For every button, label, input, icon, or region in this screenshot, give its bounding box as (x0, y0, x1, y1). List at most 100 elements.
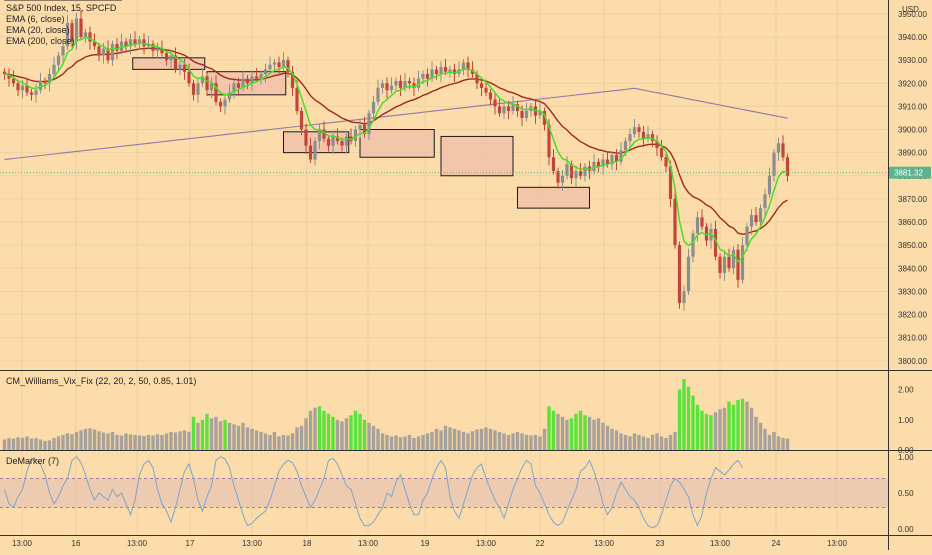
candle-body (160, 48, 164, 54)
vix-bar (547, 406, 551, 450)
vix-bar (403, 436, 407, 450)
vix-tick-label: 0.00 (898, 446, 914, 455)
demarker-tick-label: 0.00 (898, 525, 914, 534)
demarker-title[interactable]: DeMarker (7) (6, 456, 60, 466)
vix-bar (259, 431, 263, 450)
candle-body (367, 113, 371, 135)
vix-fix-title[interactable]: CM_Williams_Vix_Fix (22, 20, 2, 50, 0.85… (6, 376, 197, 386)
candle-body (268, 64, 272, 70)
candle-body (182, 64, 187, 72)
candle-body (124, 41, 128, 47)
vix-bar (533, 434, 538, 450)
candle-body (25, 85, 29, 93)
candle-body (655, 141, 659, 148)
candle-body (430, 69, 434, 79)
candle-body (502, 106, 506, 114)
vix-bar (376, 428, 380, 450)
candle-body (718, 256, 722, 273)
candle-body (619, 150, 623, 162)
vix-bar (232, 424, 236, 450)
vix-bar (484, 427, 488, 450)
vix-bar (308, 410, 313, 450)
vix-bar (673, 431, 677, 450)
vix-bar (29, 438, 34, 450)
vix-bar (776, 436, 781, 450)
vix-bar (227, 422, 232, 450)
candle-body (205, 76, 209, 91)
vix-bar (182, 430, 187, 450)
vix-bar (322, 410, 326, 450)
vix-bar (430, 431, 434, 450)
vix-bar (475, 429, 479, 450)
candle-body (515, 104, 520, 111)
vix-bar (353, 410, 358, 450)
vix-bar (407, 434, 412, 450)
vix-bar (758, 422, 763, 450)
candle-body (740, 245, 745, 280)
candle-body (29, 92, 34, 95)
candle-body (43, 80, 47, 84)
vix-bar (488, 428, 493, 450)
price-tick-label: 3900.00 (898, 126, 927, 135)
vix-bar (443, 425, 448, 450)
candle-body (299, 111, 304, 130)
candle-body (578, 171, 583, 176)
legend-ema-20[interactable]: EMA (20, close) (6, 25, 70, 35)
vix-bar (565, 419, 569, 450)
candle-body (259, 74, 263, 79)
candle-body (236, 83, 241, 88)
vix-bar (16, 437, 20, 450)
legend-ema-200[interactable]: EMA (200, close) (6, 36, 75, 46)
vix-bar (317, 406, 322, 450)
vix-bar (367, 422, 371, 450)
candle-body (443, 67, 448, 72)
vix-bar (250, 428, 254, 450)
vix-bar (718, 409, 722, 450)
vix-bar (169, 431, 173, 450)
candle-body (452, 69, 457, 74)
candle-body (344, 136, 349, 146)
zone-box (517, 186, 590, 209)
candle-body (754, 215, 758, 222)
price-tick-label: 3840.00 (898, 264, 927, 273)
candle-body (583, 166, 587, 176)
candle-body (128, 39, 133, 47)
vix-bar (38, 439, 43, 450)
vix-bar (767, 434, 772, 450)
legend-ema-6[interactable]: EMA (6, close) (6, 14, 65, 24)
price-tick-label: 3860.00 (898, 218, 927, 227)
last-price-label: 3881.32 (894, 169, 923, 178)
vix-bar (628, 436, 632, 450)
candle-body (772, 152, 776, 176)
candle-body (101, 48, 106, 56)
vix-bar (524, 434, 529, 450)
candle-body (304, 129, 308, 146)
candle-body (407, 80, 412, 84)
candle-body (628, 134, 632, 142)
candle-body (223, 99, 227, 107)
vix-bar (187, 431, 191, 450)
vix-bar (56, 436, 61, 450)
vix-bar (349, 415, 353, 450)
vix-bar (70, 434, 74, 450)
vix-bar (164, 433, 169, 450)
vix-bar (272, 431, 277, 450)
candle-body (763, 194, 767, 209)
candle-body (560, 175, 565, 183)
demarker-band (0, 478, 888, 508)
candle-body (187, 71, 191, 84)
symbol-title[interactable]: S&P 500 Index, 15, SPCFD (6, 3, 117, 13)
candle-body (781, 143, 785, 158)
vix-bar (614, 430, 619, 450)
vix-bar (79, 430, 83, 450)
vix-bar (205, 413, 209, 450)
vix-bar (52, 437, 56, 450)
vix-bar (461, 431, 466, 450)
candle-body (398, 80, 403, 88)
vix-bar (290, 433, 295, 450)
candle-body (479, 83, 484, 88)
candle-body (241, 78, 245, 88)
candle-body (484, 87, 488, 93)
vix-bar (74, 431, 79, 450)
candle-body (403, 80, 407, 88)
